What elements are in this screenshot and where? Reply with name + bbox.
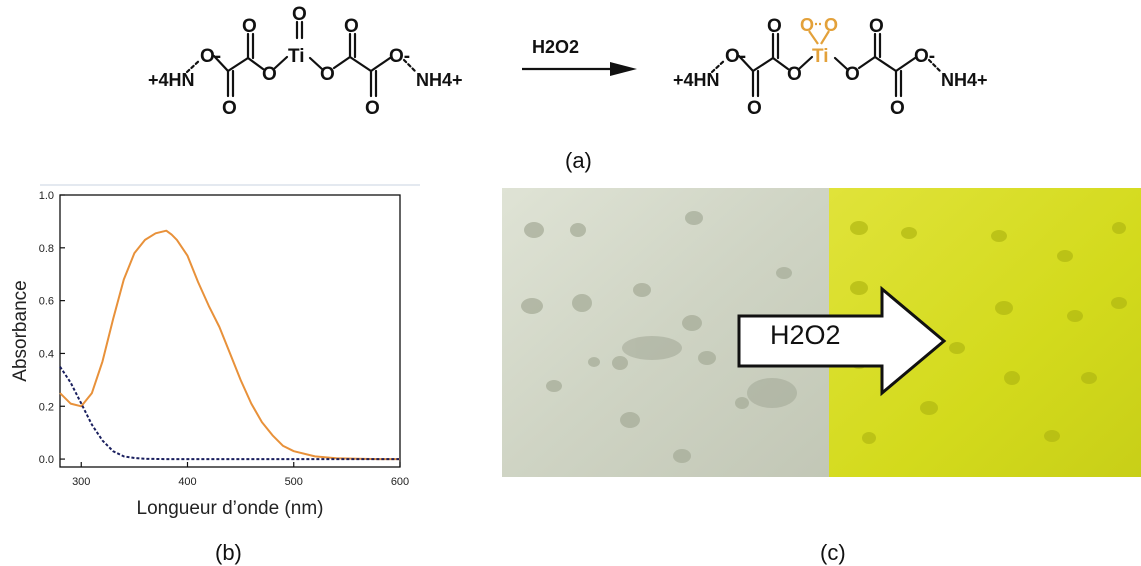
panel-label-b: (b) bbox=[215, 540, 242, 565]
ester-oxygen-label: O bbox=[787, 64, 802, 85]
x-tick-label: 300 bbox=[72, 476, 90, 488]
y-tick-label: 0.0 bbox=[39, 454, 54, 466]
ammonium-left-label: +4HN bbox=[148, 70, 195, 90]
oxide-oxygen-label: O- bbox=[389, 46, 410, 67]
x-tick-label: 400 bbox=[178, 476, 196, 488]
carbonyl-oxygen-label: O bbox=[767, 16, 782, 37]
peroxo-oxygen-label: O bbox=[800, 15, 814, 35]
reagent-label: H2O2 bbox=[532, 37, 579, 57]
y-axis-label: Absorbance bbox=[10, 280, 31, 381]
arrow-reagent-label: H2O2 bbox=[770, 320, 841, 350]
titanium-label: Ti bbox=[288, 46, 305, 67]
x-axis-label: Longueur d’onde (nm) bbox=[137, 498, 324, 519]
peroxo-oxygen-label: O bbox=[824, 15, 838, 35]
titanyl-oxygen-label: O bbox=[292, 4, 307, 25]
oxide-oxygen-label: O- bbox=[914, 46, 935, 67]
carbonyl-oxygen-label: O bbox=[242, 16, 257, 37]
ammonium-right-label: NH4+ bbox=[416, 70, 463, 90]
sample-photo: H2O2 bbox=[502, 188, 1141, 477]
carbonyl-oxygen-label: O bbox=[890, 98, 905, 119]
x-tick-label: 600 bbox=[391, 476, 409, 488]
oxide-oxygen-label: O- bbox=[200, 46, 221, 67]
carbonyl-oxygen-label: O bbox=[365, 98, 380, 119]
titanium-label: Ti bbox=[812, 46, 829, 67]
carbonyl-oxygen-label: O bbox=[344, 16, 359, 37]
reaction-scheme: +4HN O- O O O Ti O O O O O- NH4+ H2O2 +4… bbox=[148, 4, 988, 119]
x-tick-label: 500 bbox=[285, 476, 303, 488]
plot-frame bbox=[59, 194, 401, 468]
absorbance-chart: 300 400 500 600 0.0 0.2 0.4 0.6 0.8 1.0 Longueur … bbox=[10, 184, 420, 519]
y-tick-label: 1.0 bbox=[39, 190, 54, 202]
y-tick-label: 0.6 bbox=[39, 296, 54, 308]
carbonyl-oxygen-label: O bbox=[747, 98, 762, 119]
ester-oxygen-label: O bbox=[845, 64, 860, 85]
ester-oxygen-label: O bbox=[320, 64, 335, 85]
panel-label-c: (c) bbox=[820, 540, 846, 565]
ammonium-left-label: +4HN bbox=[673, 70, 720, 90]
panel-label-a: (a) bbox=[565, 148, 592, 173]
series-line-2 bbox=[59, 366, 400, 461]
carbonyl-oxygen-label: O bbox=[222, 98, 237, 119]
oxide-oxygen-label: O- bbox=[725, 46, 746, 67]
carbonyl-oxygen-label: O bbox=[869, 16, 884, 37]
y-tick-label: 0.8 bbox=[39, 243, 54, 255]
ester-oxygen-label: O bbox=[262, 64, 277, 85]
series-line-1 bbox=[59, 229, 400, 461]
treatment-arrow bbox=[737, 285, 947, 397]
reaction-arrow bbox=[522, 62, 637, 76]
ammonium-right-label: NH4+ bbox=[941, 70, 988, 90]
y-tick-label: 0.4 bbox=[39, 348, 54, 360]
y-tick-label: 0.2 bbox=[39, 401, 54, 413]
